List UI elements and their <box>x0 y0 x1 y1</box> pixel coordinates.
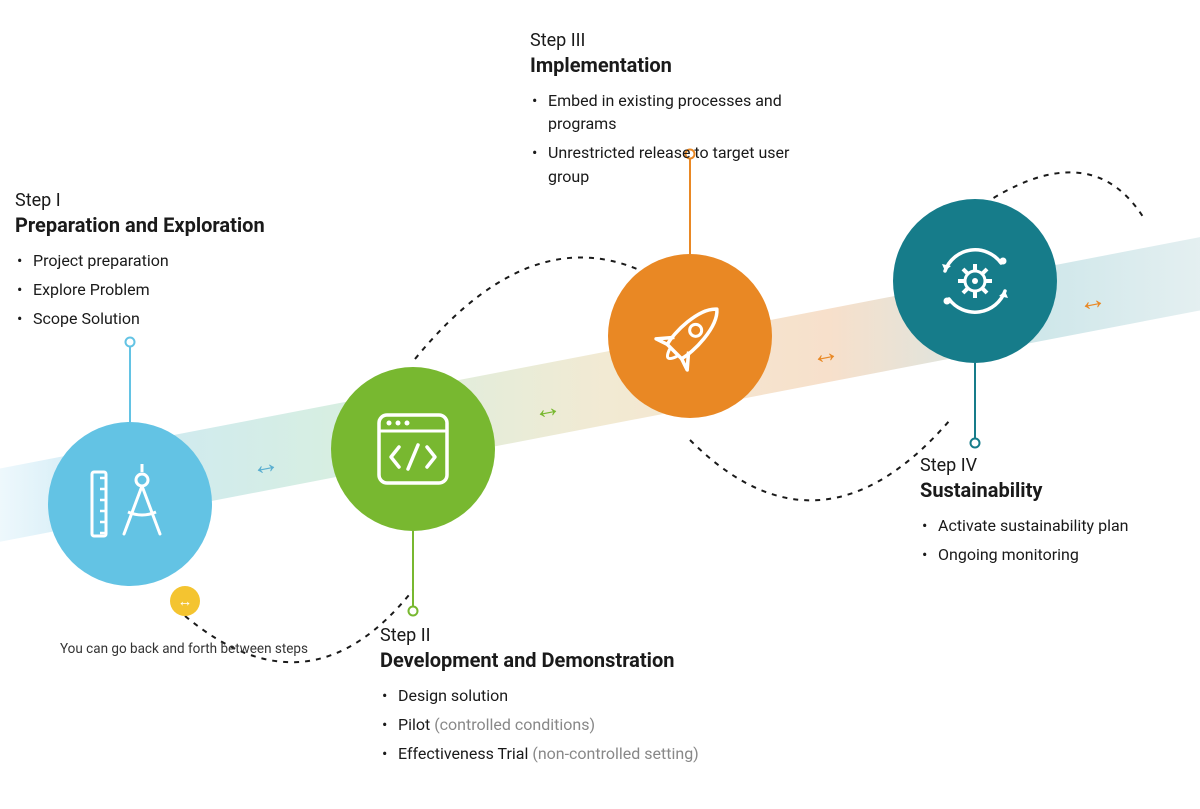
s1-pin-dot <box>126 338 135 347</box>
s1-bullet: Project preparation <box>15 249 345 272</box>
s1-step-number: Step I <box>15 190 345 211</box>
s4-step-number: Step IV <box>920 455 1200 476</box>
s2-pin-dot <box>409 607 418 616</box>
s1-bullets: Project preparation Explore Problem Scope … <box>15 249 345 331</box>
s2-bullets: Design solution Pilot (controlled conditi… <box>380 684 710 766</box>
s1-text: Step IPreparation and Exploration Project… <box>15 190 345 337</box>
s3-step-title: Implementation <box>530 53 830 77</box>
s1-bullet: Scope Solution <box>15 307 345 330</box>
s2-bullet: Pilot (controlled conditions) <box>380 713 710 736</box>
s4-bullet: Activate sustainability plan <box>920 514 1200 537</box>
s3-text: Step IIIImplementation Embed in existing … <box>530 30 830 194</box>
s3-circle <box>608 254 772 418</box>
s3-step-number: Step III <box>530 30 830 51</box>
s2-text: Step IIDevelopment and Demonstration Desi… <box>380 625 710 772</box>
s4-text: Step IVSustainability Activate sustainabi… <box>920 455 1200 572</box>
s1-step-title: Preparation and Exploration <box>15 213 345 237</box>
s2-step-number: Step II <box>380 625 710 646</box>
s2-bullet: Effectiveness Trial (non-controlled sett… <box>380 742 710 765</box>
s2-circle <box>331 367 495 531</box>
s4-step-title: Sustainability <box>920 478 1200 502</box>
s1-bullet: Explore Problem <box>15 278 345 301</box>
diagram-stage: ↔↔↔↔Step IPreparation and ExplorationPro… <box>0 0 1200 809</box>
s2-bullet: Design solution <box>380 684 710 707</box>
legend-arrow-badge: ↔ <box>170 586 200 616</box>
legend-note: You can go back and forth between steps <box>60 640 308 659</box>
s4-bullets: Activate sustainability plan Ongoing moni… <box>920 514 1200 566</box>
s2-step-title: Development and Demonstration <box>380 648 710 672</box>
dashed-arc-3 <box>690 420 950 500</box>
s4-pin-dot <box>971 439 980 448</box>
s4-bullet: Ongoing monitoring <box>920 543 1200 566</box>
s3-bullets: Embed in existing processes and programs… <box>530 89 830 188</box>
s3-bullet: Embed in existing processes and programs <box>530 89 830 135</box>
s1-circle <box>48 422 212 586</box>
s3-bullet: Unrestricted release to target user grou… <box>530 141 830 187</box>
